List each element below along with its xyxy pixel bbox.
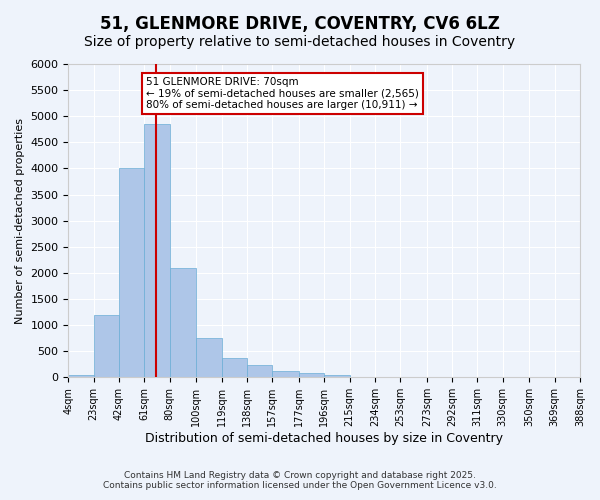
Bar xyxy=(196,338,221,378)
Text: 51, GLENMORE DRIVE, COVENTRY, CV6 6LZ: 51, GLENMORE DRIVE, COVENTRY, CV6 6LZ xyxy=(100,15,500,33)
Bar xyxy=(145,124,170,378)
Text: 51 GLENMORE DRIVE: 70sqm
← 19% of semi-detached houses are smaller (2,565)
80% o: 51 GLENMORE DRIVE: 70sqm ← 19% of semi-d… xyxy=(146,77,419,110)
Bar xyxy=(94,314,119,378)
X-axis label: Distribution of semi-detached houses by size in Coventry: Distribution of semi-detached houses by … xyxy=(145,432,503,445)
Y-axis label: Number of semi-detached properties: Number of semi-detached properties xyxy=(15,118,25,324)
Bar xyxy=(299,373,324,378)
Text: Contains HM Land Registry data © Crown copyright and database right 2025.
Contai: Contains HM Land Registry data © Crown c… xyxy=(103,470,497,490)
Bar xyxy=(170,268,196,378)
Bar xyxy=(324,374,350,378)
Bar xyxy=(68,374,94,378)
Bar xyxy=(272,371,299,378)
Text: Size of property relative to semi-detached houses in Coventry: Size of property relative to semi-detach… xyxy=(85,35,515,49)
Bar xyxy=(119,168,145,378)
Bar xyxy=(221,358,247,378)
Bar xyxy=(247,366,272,378)
